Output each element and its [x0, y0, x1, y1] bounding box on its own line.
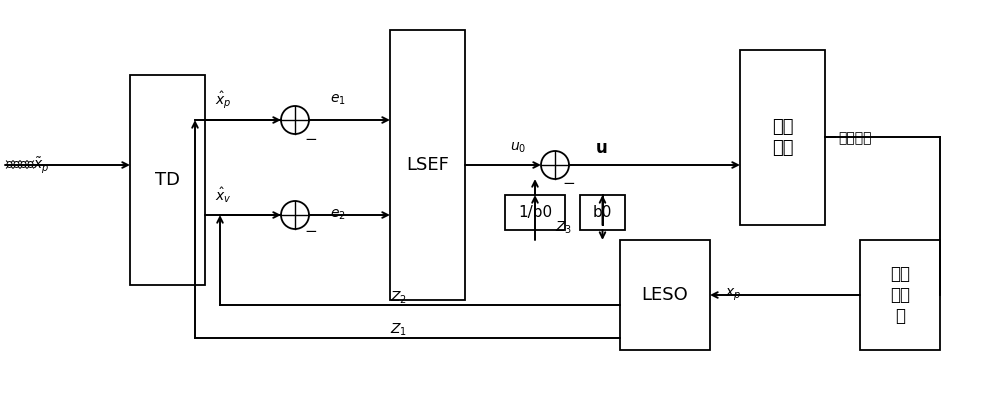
- Bar: [505, 195, 565, 230]
- Text: b0: b0: [593, 205, 612, 220]
- Bar: [130, 75, 205, 285]
- Text: $e_2$: $e_2$: [330, 208, 346, 222]
- Text: LSEF: LSEF: [406, 156, 449, 174]
- Text: −: −: [304, 224, 317, 240]
- Text: 位置输出: 位置输出: [838, 131, 872, 145]
- Text: 光电
编码
器: 光电 编码 器: [890, 265, 910, 325]
- Text: LESO: LESO: [642, 286, 688, 304]
- Text: $x_p$: $x_p$: [725, 287, 741, 303]
- Text: $Z_3$: $Z_3$: [555, 220, 572, 236]
- Text: 单轴
系统: 单轴 系统: [772, 118, 793, 157]
- Bar: [620, 240, 710, 350]
- Text: $Z_2$: $Z_2$: [390, 290, 407, 306]
- Text: $u_0$: $u_0$: [510, 141, 526, 155]
- Text: $Z_1$: $Z_1$: [390, 322, 407, 338]
- Bar: [390, 30, 465, 300]
- Bar: [580, 195, 625, 230]
- Text: $e_1$: $e_1$: [330, 93, 346, 107]
- Text: −: −: [304, 132, 317, 148]
- Bar: [860, 240, 940, 350]
- Text: $\mathbf{u}$: $\mathbf{u}$: [595, 139, 607, 157]
- Text: −: −: [562, 176, 575, 190]
- Bar: [740, 50, 825, 225]
- Text: 1/b0: 1/b0: [518, 205, 552, 220]
- Text: 参考位置$\tilde{x}_p$: 参考位置$\tilde{x}_p$: [5, 155, 49, 175]
- Text: TD: TD: [155, 171, 180, 189]
- Text: $\hat{x}_v$: $\hat{x}_v$: [215, 185, 232, 205]
- Text: $\hat{x}_p$: $\hat{x}_p$: [215, 89, 231, 111]
